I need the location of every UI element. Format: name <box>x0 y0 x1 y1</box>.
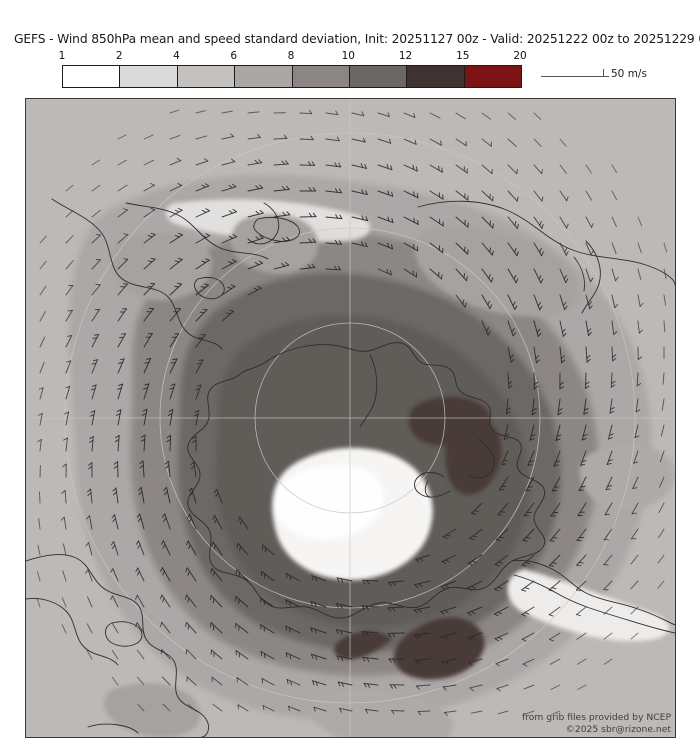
coastline-peninsula-south <box>513 574 675 634</box>
stddev-low-interior-2 <box>273 464 384 540</box>
colorbar-gradient <box>62 65 522 88</box>
page-title: GEFS - Wind 850hPa mean and speed standa… <box>14 32 700 46</box>
coastline-antarctic-peninsula <box>511 560 675 626</box>
wind-barb-reference: 50 m/s <box>523 65 693 87</box>
colorbar-cell-12-15 <box>407 66 465 87</box>
colorbar-tick-labels: 1 2 4 6 8 10 12 15 20 <box>58 50 527 64</box>
colorbar-cell-4-6 <box>177 66 236 87</box>
colorbar-tick-6: 6 <box>230 50 238 62</box>
coastline-island-2 <box>194 276 225 300</box>
barb-reference-flag-icon <box>603 69 605 77</box>
outer-patch-sw <box>103 683 201 737</box>
coastline-ross-ice-shelf <box>359 354 378 428</box>
colorbar-tick-2: 2 <box>115 50 123 62</box>
map-canvas[interactable]: from grib files provided by NCEP ©2025 s… <box>25 98 676 738</box>
colorbar-legend: 1 2 4 6 8 10 12 15 20 50 m/s <box>0 50 700 94</box>
colorbar-tick-20: 20 <box>513 50 527 62</box>
colorbar-tick-12: 12 <box>398 50 413 62</box>
colorbar-cell-10-12 <box>349 66 408 87</box>
colorbar-tick-15: 15 <box>456 50 470 62</box>
coastline-africa-2 <box>125 202 269 260</box>
coastline-island-4 <box>87 723 139 734</box>
outer-patch-nw <box>111 232 213 301</box>
barb-reference-label: 50 m/s <box>611 68 647 80</box>
colorbar-cell-8-10 <box>292 66 350 87</box>
colorbar-tick-8: 8 <box>287 50 295 62</box>
coastline-weddell-inlet <box>414 472 451 498</box>
colorbar-tick-10: 10 <box>341 50 355 62</box>
title-bar: GEFS - Wind 850hPa mean and speed standa… <box>0 0 700 46</box>
barb-reference-shaft-icon <box>541 76 609 77</box>
colorbar-cell-1-2 <box>63 66 121 87</box>
coastline-new-zealand-2 <box>573 256 585 292</box>
coastline-australia <box>417 200 675 286</box>
colorbar-tick-1: 1 <box>58 50 66 62</box>
colorbar-cell-15-20 <box>464 66 521 87</box>
stddev-band-lt2-group <box>272 447 433 580</box>
map-plot-area[interactable] <box>26 99 675 737</box>
coastline-island-3 <box>105 621 143 647</box>
coastline-inner-bay <box>424 480 431 498</box>
outer-patch-e <box>579 444 675 510</box>
colorbar-tick-4: 4 <box>173 50 180 62</box>
coastline-africa <box>51 198 223 350</box>
coastline-interior-1 <box>469 438 495 479</box>
colorbar-cell-2-4 <box>120 66 178 87</box>
coastline-south-america-2 <box>26 598 119 666</box>
coastline-south-america <box>26 554 209 737</box>
colorbar-cell-6-8 <box>235 66 293 87</box>
stddev-lobe-southwest-tail <box>334 631 392 660</box>
